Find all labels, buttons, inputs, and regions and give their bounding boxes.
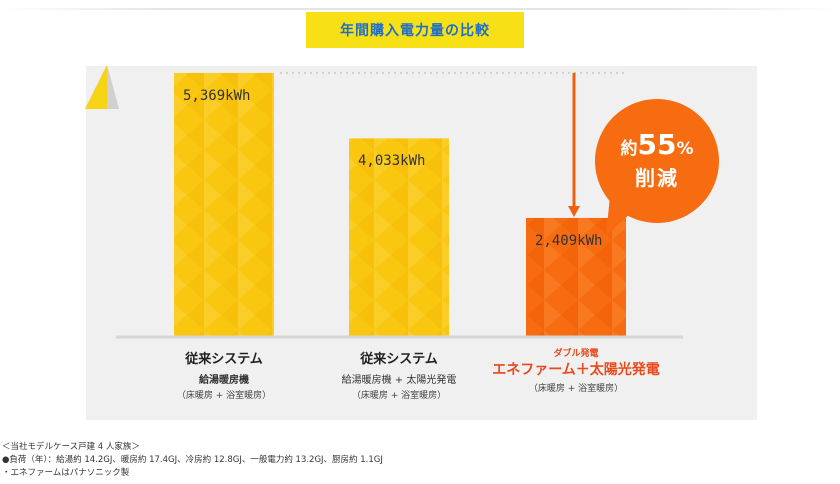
footnote-3: ・エネファームはパナソニック製 <box>2 468 130 478</box>
category-label-1: 従来システム給湯暖房機 （床暖房 + 浴室暖房） <box>139 348 309 401</box>
category-tag: ダブル発電 <box>553 349 599 359</box>
reduction-callout-bubble <box>595 99 719 236</box>
category-note: （床暖房 + 浴室暖房） <box>528 384 624 394</box>
top-rule <box>0 8 840 10</box>
category-note: （床暖房 + 浴室暖房） <box>176 391 272 401</box>
category-system: 給湯暖房機 + 太陽光発電 <box>341 375 457 386</box>
category-main: エネファーム＋太陽光発電 <box>492 362 660 378</box>
footnote-2: ●負荷（年）：給湯約 14.2GJ、暖房約 17.4GJ、冷房約 12.8GJ、… <box>2 455 383 465</box>
bar-value-label-1: 5,369kWh <box>183 87 251 104</box>
reduction-callout-text: 約55% 削減 <box>595 128 719 190</box>
category-note: （床暖房 + 浴室暖房） <box>351 391 447 401</box>
category-system: 給湯暖房機 <box>199 375 249 386</box>
bar-value-label-3: 2,409kWh <box>535 232 603 249</box>
category-main: 従来システム <box>360 352 438 367</box>
callout-line2: 削減 <box>635 166 679 190</box>
bar-value-label-2: 4,033kWh <box>358 153 426 170</box>
category-label-3: ダブル発電エネファーム＋太陽光発電 （床暖房 + 浴室暖房） <box>491 346 661 394</box>
footnote-1: ＜当社モデルケース戸建 4 人家族＞ <box>2 442 140 452</box>
chart-title: 年間購入電力量の比較 <box>306 12 524 48</box>
bar-1 <box>174 72 274 336</box>
category-main: 従来システム <box>185 352 263 367</box>
callout-percent: % <box>676 139 694 159</box>
reduction-arrow <box>568 72 580 217</box>
corner-flag-icon <box>85 65 119 109</box>
callout-number: 55 <box>637 128 677 161</box>
footnotes: ＜当社モデルケース戸建 4 人家族＞ ●負荷（年）：給湯約 14.2GJ、暖房約… <box>2 441 383 480</box>
bar-2 <box>349 138 449 336</box>
callout-prefix: 約 <box>620 139 638 159</box>
bar-3 <box>526 217 626 336</box>
category-label-2: 従来システム給湯暖房機 + 太陽光発電 （床暖房 + 浴室暖房） <box>314 348 484 401</box>
